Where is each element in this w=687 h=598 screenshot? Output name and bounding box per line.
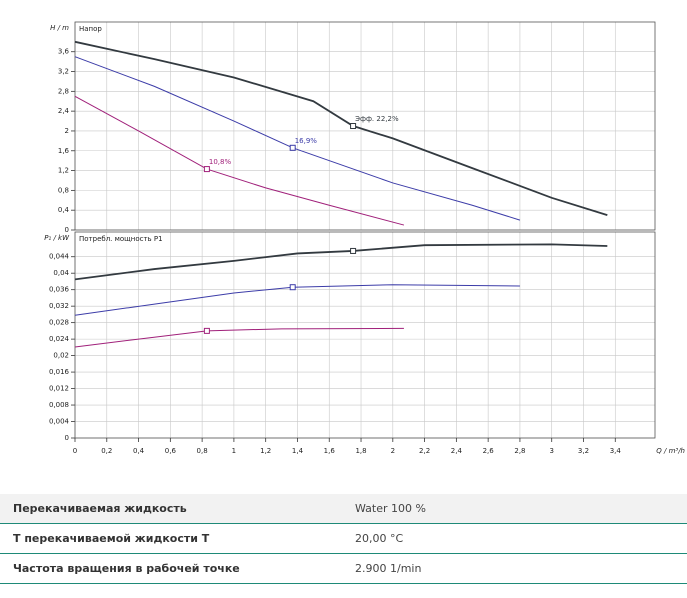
x-tick-label: 2,8 bbox=[514, 447, 525, 455]
x-tick-label: 2,4 bbox=[451, 447, 463, 455]
y-tick-label: 2 bbox=[65, 127, 69, 135]
y-tick-label: 0 bbox=[65, 434, 69, 442]
x-tick-label: 2,6 bbox=[483, 447, 495, 455]
x-axis-label: Q / m³/h bbox=[656, 447, 685, 455]
marker bbox=[350, 247, 357, 254]
annotation: 10,8% bbox=[209, 158, 232, 166]
x-tick-label: 0,8 bbox=[197, 447, 208, 455]
y-tick-label: 1,2 bbox=[58, 167, 69, 175]
x-tick-label: 2 bbox=[391, 447, 395, 455]
plot-frame bbox=[74, 231, 656, 439]
marker bbox=[203, 327, 210, 334]
x-tick-label: 0,2 bbox=[101, 447, 112, 455]
x-tick-label: 3,4 bbox=[610, 447, 622, 455]
y-tick-label: 0,028 bbox=[49, 319, 69, 327]
table: Перекачиваемая жидкость Water 100 % Т пере… bbox=[0, 494, 687, 584]
chart: 0 0,4 0,8 1,2 1,6 2 2,4 2,8 3,2 3,6 H / m Напор Эфф.… bbox=[44, 21, 685, 455]
y-axis-label: H / m bbox=[50, 24, 69, 32]
x-tick-label: 1,6 bbox=[324, 447, 336, 455]
y-tick-label: 0,4 bbox=[58, 206, 70, 214]
x-tick-label: 1,8 bbox=[355, 447, 366, 455]
curve bbox=[74, 95, 405, 226]
marker bbox=[289, 284, 296, 291]
y-tick-label: 0,024 bbox=[49, 335, 70, 343]
curve bbox=[74, 327, 404, 348]
y-tick-label: 0,044 bbox=[49, 253, 70, 261]
x-tick-label: 1 bbox=[232, 447, 236, 455]
x-tick-label: 3,2 bbox=[578, 447, 589, 455]
cell-value: 2.900 1/min bbox=[355, 562, 422, 575]
curve bbox=[74, 284, 520, 316]
x-tick-label: 1,2 bbox=[260, 447, 271, 455]
x-tick-label: 3 bbox=[549, 447, 553, 455]
cell-value: 20,00 °C bbox=[355, 532, 404, 545]
y-tick-label: 3,6 bbox=[58, 48, 70, 56]
y-tick-label: 0,036 bbox=[49, 286, 70, 294]
y-tick-label: 0,016 bbox=[49, 368, 70, 376]
panel-title: Напор bbox=[79, 25, 102, 33]
curve bbox=[74, 40, 608, 217]
x-tick-label: 0,4 bbox=[133, 447, 145, 455]
x-tick-label: 1,4 bbox=[292, 447, 304, 455]
y-tick-label: 0,032 bbox=[49, 302, 69, 310]
y-axis-label: P₁ / kW bbox=[44, 234, 70, 242]
cell-label: Частота вращения в рабочей точке bbox=[13, 562, 240, 575]
marker bbox=[203, 166, 210, 173]
y-tick-label: 0,012 bbox=[49, 385, 69, 393]
x-tick-label: 0,6 bbox=[165, 447, 177, 455]
cell-label: Т перекачиваемой жидкости T bbox=[13, 532, 210, 545]
y-tick-label: 0,04 bbox=[53, 269, 69, 277]
cell-value: Water 100 % bbox=[355, 502, 426, 515]
panel-title: Потребл. мощность P1 bbox=[79, 235, 163, 243]
plot-frame bbox=[74, 21, 656, 231]
y-tick-label: 2,4 bbox=[58, 107, 70, 115]
marker bbox=[289, 144, 296, 151]
table-row: Т перекачиваемой жидкости T 20,00 °C bbox=[0, 524, 687, 554]
table-row: Перекачиваемая жидкость Water 100 % bbox=[0, 494, 687, 524]
x-tick-label: 2,2 bbox=[419, 447, 430, 455]
y-tick-label: 0 bbox=[65, 226, 69, 234]
marker bbox=[350, 123, 357, 129]
y-tick-label: 1,6 bbox=[58, 147, 70, 155]
y-tick-label: 2,8 bbox=[58, 87, 69, 95]
y-tick-label: 3,2 bbox=[58, 68, 69, 76]
table-row: Частота вращения в рабочей точке 2.900 1/… bbox=[0, 554, 687, 584]
y-tick-label: 0,008 bbox=[49, 401, 69, 409]
y-tick-label: 0,004 bbox=[49, 418, 70, 426]
annotation: Эфф. 22,2% bbox=[355, 115, 399, 123]
curve bbox=[74, 243, 608, 281]
x-tick-label: 0 bbox=[73, 447, 77, 455]
y-tick-label: 0,8 bbox=[58, 186, 69, 194]
cell-label: Перекачиваемая жидкость bbox=[13, 502, 187, 515]
annotation: 16,9% bbox=[295, 137, 318, 145]
y-tick-label: 0,02 bbox=[53, 352, 69, 360]
